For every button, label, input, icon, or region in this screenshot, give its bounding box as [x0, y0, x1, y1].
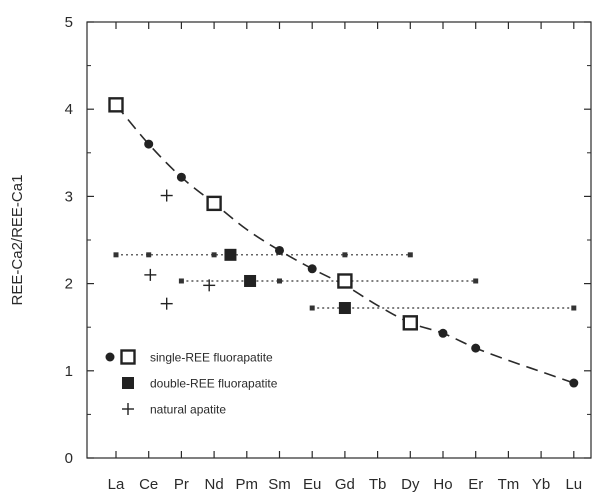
x-tick-label: Pr: [174, 476, 189, 492]
legend-label: single-REE fluorapatite: [150, 351, 273, 365]
reference-node: [473, 278, 479, 284]
y-tick-label: 5: [65, 14, 73, 31]
x-tick-label: Tb: [369, 476, 387, 492]
legend-open-square-marker: [120, 349, 136, 365]
x-tick-label: Nd: [205, 476, 224, 492]
filled-circle-point: [176, 172, 186, 182]
filled-circle-point: [275, 245, 284, 255]
reference-node: [277, 278, 282, 284]
y-tick-label: 1: [65, 363, 73, 380]
legend-label: natural apatite: [150, 403, 226, 417]
legend-plus-marker: [122, 403, 134, 415]
x-tick-label: Eu: [303, 476, 321, 492]
filled-circle-point: [438, 328, 448, 338]
x-tick-label: Er: [468, 476, 483, 492]
x-tick-label: Dy: [401, 476, 420, 492]
reference-node: [178, 278, 184, 284]
plus-point: [144, 268, 157, 281]
reference-node: [342, 252, 348, 258]
trend-curve-group: [115, 104, 575, 384]
y-tick-label: 4: [65, 101, 73, 118]
reference-node: [113, 252, 119, 258]
x-tick-label: Yb: [532, 476, 550, 492]
open-square-point: [402, 315, 418, 331]
filled-square-point: [244, 274, 257, 287]
reference-node: [309, 305, 315, 311]
x-tick-label: Lu: [565, 476, 582, 492]
plot-frame: [86, 21, 592, 459]
legend: single-REE fluorapatite double-REE fluora…: [105, 349, 278, 417]
filled-circle-point: [307, 264, 317, 274]
reference-node: [146, 252, 152, 258]
reference-node: [407, 252, 413, 258]
plus-point: [160, 297, 173, 310]
open-square-point: [206, 195, 222, 212]
y-tick-label: 3: [65, 188, 73, 205]
filled-square-point: [338, 302, 351, 315]
legend-label: double-REE fluorapatite: [150, 377, 278, 391]
y-tick-label: 0: [65, 450, 73, 467]
reference-node: [571, 305, 577, 311]
filled-circle-point: [471, 343, 481, 353]
plus-point: [160, 189, 173, 202]
filled-circle-point: [144, 139, 154, 149]
open-square-point: [337, 273, 353, 289]
reference-lines: [113, 252, 577, 311]
legend-filled-circle-marker: [105, 352, 115, 362]
x-tick-label: Sm: [268, 476, 291, 492]
x-tick-label: Pm: [236, 476, 259, 492]
x-tick-label: Ho: [433, 476, 452, 492]
x-tick-label: La: [108, 476, 125, 492]
data-points: [108, 97, 579, 388]
open-square-point: [108, 97, 124, 113]
y-tick-label: 2: [65, 276, 73, 293]
y-axis-title: REE-Ca2/REE-Ca1: [9, 175, 26, 306]
x-tick-label: Gd: [335, 476, 355, 492]
x-tick-label: Tm: [498, 476, 520, 492]
y-tick-labels: 0 1 2 3 4 5: [65, 14, 73, 467]
plus-point: [203, 279, 216, 292]
filled-circle-point: [569, 378, 579, 388]
trend-curve: [115, 104, 575, 384]
x-tick-label: Ce: [139, 476, 158, 492]
x-tick-labels: La Ce Pr Nd Pm Sm Eu Gd Tb Dy Ho Er Tm Yb Lu: [108, 476, 582, 492]
filled-square-point: [224, 248, 237, 261]
axes: [86, 21, 592, 459]
reference-node: [211, 252, 217, 258]
legend-filled-square-marker: [122, 377, 134, 389]
